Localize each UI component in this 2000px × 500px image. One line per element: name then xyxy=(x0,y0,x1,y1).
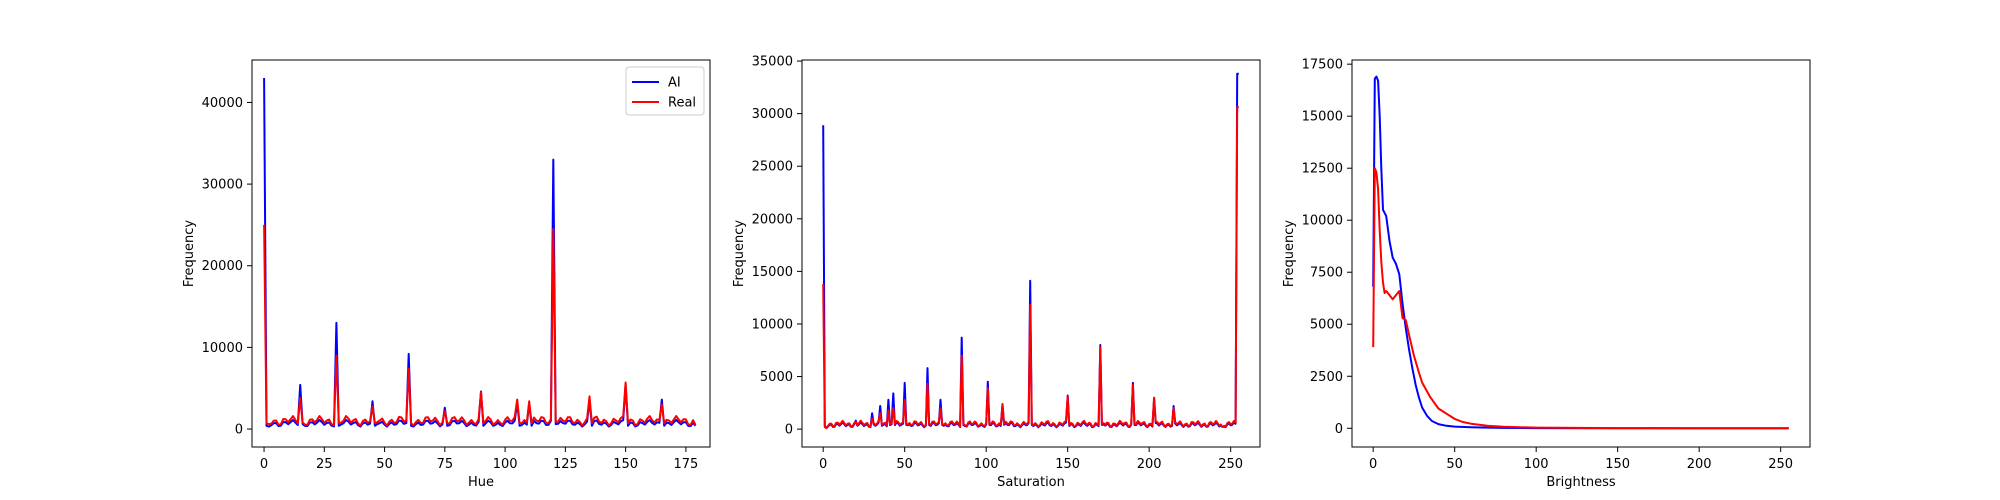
x-tick-label: 50 xyxy=(1446,457,1463,472)
y-tick-label: 30000 xyxy=(752,107,793,122)
legend-label-ai: AI xyxy=(668,76,681,91)
legend-label-real: Real xyxy=(668,96,696,111)
legend: AI Real xyxy=(625,66,705,116)
x-tick-label: 50 xyxy=(376,457,393,472)
axes-frame xyxy=(1351,59,1811,448)
series-line-ai xyxy=(1372,75,1789,430)
y-tick-label: 7500 xyxy=(1310,266,1343,281)
series-line-real xyxy=(263,224,697,427)
x-axis-label: Hue xyxy=(468,475,494,490)
x-tick-label: 200 xyxy=(1137,457,1162,472)
x-tick-label: 0 xyxy=(819,457,827,472)
x-tick-label: 25 xyxy=(316,457,333,472)
y-tick-label: 0 xyxy=(1335,422,1343,437)
y-tick-label: 17500 xyxy=(1302,58,1343,73)
x-tick-label: 0 xyxy=(1369,457,1377,472)
y-tick-label: 10000 xyxy=(202,341,243,356)
y-tick-label: 2500 xyxy=(1310,370,1343,385)
y-axis-label: Frequency xyxy=(182,220,197,287)
x-tick-label: 75 xyxy=(437,457,454,472)
y-tick-label: 35000 xyxy=(752,55,793,70)
x-tick-label: 100 xyxy=(493,457,518,472)
x-tick-label: 100 xyxy=(1524,457,1549,472)
chart-panel-3: 0 50 100 150 200 2500250050007500100001250015… xyxy=(1282,58,1811,490)
y-axis-label: Frequency xyxy=(1282,220,1297,287)
y-tick-label: 10000 xyxy=(1302,214,1343,229)
y-tick-label: 5000 xyxy=(760,370,793,385)
y-tick-label: 20000 xyxy=(752,212,793,227)
x-tick-label: 150 xyxy=(1055,457,1080,472)
x-tick-label: 150 xyxy=(613,457,638,472)
x-tick-label: 0 xyxy=(260,457,268,472)
y-tick-label: 40000 xyxy=(202,96,243,111)
x-tick-label: 100 xyxy=(974,457,999,472)
y-tick-label: 12500 xyxy=(1302,162,1343,177)
y-tick-label: 15000 xyxy=(1302,110,1343,125)
y-axis-label: Frequency xyxy=(732,220,747,287)
chart-panel-1: 0 25 50 75 100 125 150 175 0 10000 20000 30000 40000… xyxy=(182,59,711,490)
axes-frame xyxy=(251,59,711,448)
y-tick-label: 0 xyxy=(785,423,793,438)
y-tick-label: 25000 xyxy=(752,160,793,175)
x-tick-label: 175 xyxy=(673,457,698,472)
chart-panel-2: 0 50 100 150 200 250 0 5000 10000 15000 20000 25000… xyxy=(732,55,1261,490)
x-tick-label: 125 xyxy=(553,457,578,472)
x-tick-label: 50 xyxy=(896,457,913,472)
y-tick-label: 15000 xyxy=(752,265,793,280)
x-tick-label: 150 xyxy=(1605,457,1630,472)
series-line-ai xyxy=(263,77,697,428)
y-tick-label: 30000 xyxy=(202,178,243,193)
x-tick-label: 200 xyxy=(1687,457,1712,472)
y-tick-label: 0 xyxy=(235,423,243,438)
y-tick-label: 5000 xyxy=(1310,318,1343,333)
series-line-real xyxy=(1372,167,1789,430)
series-line-real xyxy=(822,106,1239,430)
y-tick-label: 10000 xyxy=(752,317,793,332)
y-tick-label: 20000 xyxy=(202,259,243,274)
x-axis-label: Saturation xyxy=(997,475,1065,490)
x-axis-label: Brightness xyxy=(1546,475,1615,490)
x-tick-label: 250 xyxy=(1768,457,1793,472)
x-tick-label: 250 xyxy=(1218,457,1243,472)
axes-frame xyxy=(801,59,1261,448)
